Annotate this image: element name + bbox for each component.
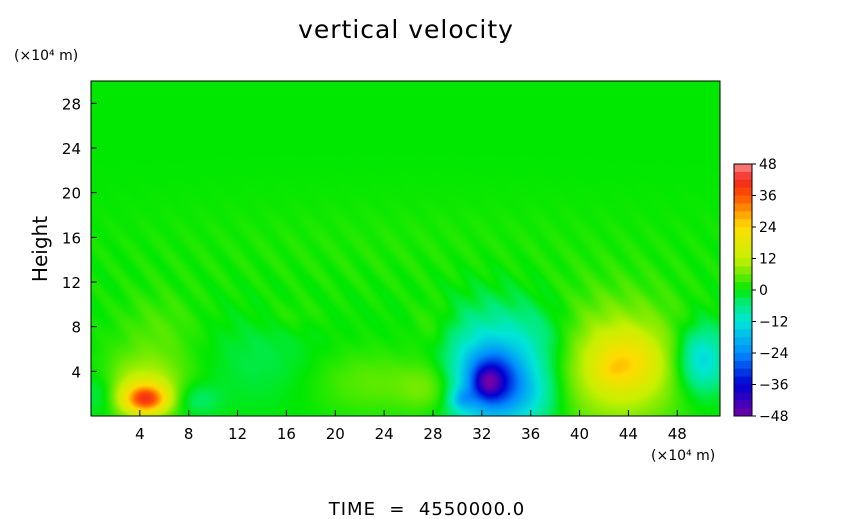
colorbar-band <box>734 282 752 291</box>
colorbar-band <box>734 219 752 228</box>
colorbar-band <box>734 274 752 283</box>
colorbar-band <box>734 313 752 322</box>
y-tick-label: 8 <box>71 319 81 337</box>
colorbar-band <box>734 305 752 315</box>
colorbar-tick-label: 12 <box>759 252 777 268</box>
x-tick-label: 44 <box>619 425 638 443</box>
y-tick-label: 12 <box>62 274 81 292</box>
plot-frame <box>90 80 721 417</box>
colorbar-band <box>734 360 752 370</box>
time-label: TIME = 4550000.0 <box>328 499 526 519</box>
heatmap-field <box>91 81 720 416</box>
colorbar-band <box>734 242 752 252</box>
colorbar-band <box>734 234 752 244</box>
colorbar-tick-label: 24 <box>759 220 777 236</box>
colorbar-tick-label: 0 <box>759 283 768 299</box>
x-tick-label: 24 <box>375 425 394 443</box>
colorbar-band <box>734 297 752 307</box>
colorbar-band <box>734 179 752 189</box>
y-axis-ticks: 4 8 12 16 20 24 28 <box>62 95 97 381</box>
colorbar: 48 36 24 12 0 −12 −24 −36 −48 <box>733 157 789 425</box>
colorbar-tick-label: −48 <box>759 409 789 425</box>
x-tick-label: 8 <box>184 425 194 443</box>
colorbar-tick-label: −24 <box>759 346 789 362</box>
x-axis-ticks: 4 8 12 16 20 24 28 32 36 40 44 48 <box>135 410 687 443</box>
y-axis-label: Height <box>28 216 52 282</box>
colorbar-band <box>734 321 752 330</box>
colorbar-tick-label: 36 <box>759 189 777 205</box>
colorbar-band <box>734 353 752 362</box>
y-tick-label: 28 <box>62 95 81 113</box>
x-tick-label: 16 <box>277 425 296 443</box>
colorbar-band <box>734 392 752 401</box>
x-tick-label: 48 <box>668 425 687 443</box>
colorbar-band <box>734 195 752 204</box>
colorbar-band <box>734 345 752 354</box>
heatmap-image <box>91 81 720 416</box>
x-unit-label: (×10⁴ m) <box>651 448 715 464</box>
colorbar-band <box>734 211 752 220</box>
colorbar-band <box>734 187 752 196</box>
y-unit-label: (×10⁴ m) <box>14 48 78 64</box>
colorbar-tick-label: −12 <box>759 315 789 331</box>
colorbar-tick-label: 48 <box>759 157 777 173</box>
colorbar-band <box>734 384 752 393</box>
y-tick-label: 20 <box>62 185 81 203</box>
colorbar-band <box>734 368 752 378</box>
colorbar-band <box>734 376 752 385</box>
x-tick-label: 40 <box>570 425 589 443</box>
y-tick-label: 24 <box>62 140 81 158</box>
x-tick-label: 32 <box>472 425 491 443</box>
chart-title: vertical velocity <box>298 15 514 44</box>
y-tick-label: 16 <box>62 229 81 247</box>
colorbar-band <box>734 400 752 409</box>
colorbar-band <box>734 171 752 181</box>
y-tick-label: 4 <box>71 363 81 381</box>
colorbar-band <box>734 290 752 299</box>
x-tick-label: 12 <box>228 425 247 443</box>
colorbar-band <box>734 337 752 346</box>
colorbar-band <box>734 250 752 259</box>
colorbar-band <box>734 258 752 267</box>
x-tick-label: 36 <box>521 425 540 443</box>
colorbar-band <box>734 203 752 212</box>
x-tick-label: 4 <box>135 425 145 443</box>
colorbar-band <box>734 227 752 236</box>
x-tick-label: 20 <box>326 425 345 443</box>
colorbar-band <box>734 329 752 338</box>
x-tick-label: 28 <box>423 425 442 443</box>
colorbar-tick-label: −36 <box>759 378 789 394</box>
colorbar-band <box>734 408 752 417</box>
colorbar-band <box>734 266 752 275</box>
colorbar-band <box>734 164 752 173</box>
